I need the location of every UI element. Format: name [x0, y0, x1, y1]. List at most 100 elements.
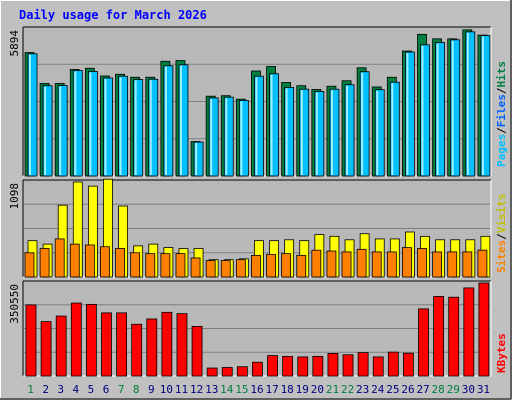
- bar-files-day-9: [148, 78, 159, 177]
- x-tick-label-day-6: 6: [103, 383, 110, 396]
- bar-sites-day-19: [296, 254, 307, 278]
- x-tick-label-day-26: 26: [401, 383, 414, 396]
- legend-entry: Hits: [495, 61, 508, 88]
- bar-sites-day-10: [160, 253, 171, 278]
- bar-pages-day-28: [436, 43, 439, 176]
- bar-kbytes-day-11: [176, 313, 188, 377]
- bar-files-day-27: [420, 44, 430, 177]
- bar-files-day-23: [359, 71, 370, 177]
- bar-files-day-13: [208, 97, 219, 177]
- legend-entry: /: [495, 233, 508, 240]
- x-tick-label-day-30: 30: [462, 383, 475, 396]
- bar-files-day-4: [72, 70, 83, 177]
- x-tick-label-day-20: 20: [311, 383, 324, 396]
- bar-pages-day-16: [255, 77, 258, 175]
- legend-kbytes: KBytes: [495, 333, 508, 373]
- bar-pages-day-19: [300, 90, 303, 175]
- legend-entry: Sites: [495, 240, 508, 273]
- bar-pages-day-14: [225, 98, 228, 175]
- bar-kbytes-day-9: [146, 318, 158, 377]
- bar-pages-day-5: [89, 72, 92, 175]
- bar-sites-day-9: [145, 253, 156, 278]
- x-tick-label-day-2: 2: [42, 383, 49, 396]
- bar-sites-day-27: [417, 248, 427, 278]
- bar-kbytes-day-7: [116, 312, 127, 377]
- x-tick-label-day-9: 9: [148, 383, 155, 396]
- bar-files-day-20: [314, 91, 325, 177]
- bar-sites-day-17: [266, 254, 276, 278]
- bar-pages-day-15: [240, 101, 243, 175]
- chart-title: Daily usage for March 2026: [19, 8, 207, 22]
- bar-kbytes-day-25: [387, 351, 399, 377]
- bar-sites-day-16: [251, 254, 261, 278]
- y-axis-max-label: 5894: [8, 30, 21, 57]
- bar-sites-day-2: [39, 248, 50, 278]
- x-tick-label-day-13: 13: [205, 383, 218, 396]
- bar-pages-day-12: [195, 143, 198, 175]
- bar-files-day-12: [193, 141, 204, 177]
- bar-files-day-8: [133, 79, 144, 177]
- x-tick-label-day-19: 19: [296, 383, 309, 396]
- bar-files-day-31: [480, 35, 491, 177]
- bar-files-day-3: [57, 85, 68, 177]
- x-tick-label-day-3: 3: [57, 383, 64, 396]
- bar-files-day-17: [269, 73, 279, 177]
- bar-files-day-26: [405, 51, 415, 177]
- bar-kbytes-day-3: [55, 315, 67, 377]
- x-tick-label-day-14: 14: [220, 383, 234, 396]
- legend-visits-sites: Sites/Visits: [495, 194, 508, 274]
- bar-kbytes-day-18: [282, 355, 294, 377]
- bar-files-day-14: [223, 96, 234, 177]
- bar-files-day-2: [42, 85, 53, 177]
- bar-sites-day-22: [341, 251, 352, 278]
- bar-sites-day-14: [220, 260, 231, 278]
- bar-kbytes-day-8: [131, 323, 143, 377]
- bar-sites-day-18: [281, 253, 292, 278]
- bar-files-day-5: [87, 71, 98, 177]
- bar-kbytes-day-21: [327, 353, 339, 377]
- bar-pages-day-9: [149, 80, 152, 175]
- x-tick-label-day-29: 29: [447, 383, 460, 396]
- bar-kbytes-day-17: [267, 355, 278, 377]
- bar-kbytes-day-14: [221, 367, 233, 377]
- bar-kbytes-day-31: [478, 282, 490, 377]
- bar-pages-day-17: [270, 74, 273, 175]
- x-tick-label-day-10: 10: [160, 383, 173, 396]
- bar-kbytes-day-10: [161, 311, 173, 377]
- legend-hits-files-pages: Pages/Files/Hits: [495, 61, 508, 167]
- bar-kbytes-day-2: [40, 321, 52, 377]
- bar-sites-day-3: [54, 238, 65, 278]
- bar-files-day-19: [299, 88, 310, 177]
- bar-pages-day-11: [179, 65, 182, 175]
- x-tick-label-day-18: 18: [281, 383, 294, 396]
- bar-pages-day-18: [285, 88, 288, 175]
- bar-sites-day-5: [84, 244, 95, 278]
- bar-kbytes-day-26: [403, 352, 414, 377]
- bar-sites-day-11: [175, 253, 186, 278]
- x-tick-label-day-16: 16: [250, 383, 263, 396]
- x-tick-label-day-15: 15: [235, 383, 248, 396]
- bar-sites-day-30: [462, 251, 473, 278]
- bar-sites-day-6: [100, 246, 110, 278]
- bar-sites-day-23: [356, 248, 367, 278]
- bar-pages-day-2: [44, 86, 47, 175]
- bar-kbytes-day-15: [236, 366, 248, 377]
- x-tick-label-day-5: 5: [88, 383, 95, 396]
- bar-kbytes-day-24: [372, 356, 384, 377]
- x-tick-label-day-8: 8: [133, 383, 140, 396]
- bar-kbytes-day-6: [101, 312, 112, 377]
- panel-hits-files-pages: 5894 Pages/Files/Hits: [8, 26, 508, 177]
- x-tick-label-day-31: 31: [477, 383, 490, 396]
- bar-kbytes-day-28: [433, 296, 445, 377]
- bar-kbytes-day-4: [70, 302, 82, 377]
- bar-pages-day-7: [119, 77, 122, 175]
- panel-visits-sites: 1098 Sites/Visits: [8, 178, 508, 278]
- bar-kbytes-day-20: [312, 355, 324, 377]
- x-tick-label-day-17: 17: [265, 383, 278, 396]
- x-tick-label-day-11: 11: [175, 383, 188, 396]
- x-tick-label-day-24: 24: [371, 383, 385, 396]
- bar-sites-day-26: [402, 247, 412, 278]
- bar-files-day-24: [374, 89, 385, 177]
- bar-pages-day-31: [481, 36, 484, 176]
